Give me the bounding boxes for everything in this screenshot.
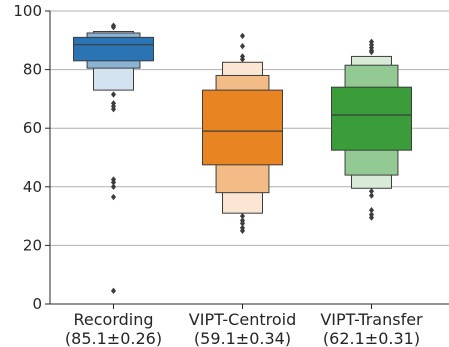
y-tick-label-60: 60 xyxy=(23,119,42,137)
outlier-point-recording-2 xyxy=(110,91,117,98)
outlier-point-recording-9 xyxy=(110,193,117,201)
y-tick-label-20: 20 xyxy=(23,236,42,254)
outlier-point-vipt-centroid-6 xyxy=(239,220,246,227)
box-level-1-vipt-centroid xyxy=(202,89,283,166)
outlier-point-vipt-centroid-3 xyxy=(239,56,246,63)
boxen-recording xyxy=(73,22,154,295)
y-tick-label-40: 40 xyxy=(23,178,42,196)
axis-layer xyxy=(45,10,449,309)
outlier-point-vipt-transfer-6 xyxy=(368,192,375,199)
boxen-vipt-transfer xyxy=(331,38,412,221)
outlier-point-vipt-centroid-0 xyxy=(239,32,246,40)
outlier-point-recording-5 xyxy=(110,105,117,113)
outlier-point-vipt-transfer-9 xyxy=(368,214,375,221)
x-tick-label-vipt-centroid: VIPT-Centroid xyxy=(189,310,296,329)
outlier-point-vipt-transfer-4 xyxy=(368,48,375,56)
x-score-label-vipt-transfer: (62.1±0.31) xyxy=(323,329,420,347)
outlier-point-vipt-centroid-8 xyxy=(239,227,246,234)
outlier-point-vipt-transfer-5 xyxy=(368,187,375,195)
x-tick-label-vipt-transfer: VIPT-Transfer xyxy=(320,310,423,329)
box-level-1-vipt-transfer xyxy=(331,86,412,151)
outlier-point-recording-10 xyxy=(110,287,117,295)
outlier-point-vipt-transfer-7 xyxy=(368,207,375,214)
outlier-point-vipt-centroid-4 xyxy=(239,212,246,220)
x-score-label-vipt-centroid: (59.1±0.34) xyxy=(194,329,291,347)
outlier-point-recording-1 xyxy=(110,23,117,31)
boxen-vipt-centroid xyxy=(202,32,283,234)
y-tick-label-0: 0 xyxy=(32,295,42,313)
y-tick-label-100: 100 xyxy=(13,2,42,20)
label-layer: 0 20 40 60 80 100 Recording(85.1±0.26) VIPT-Cen… xyxy=(13,2,423,347)
y-tick-label-80: 80 xyxy=(23,61,42,79)
x-tick-label-recording: Recording xyxy=(73,310,153,329)
outlier-point-recording-8 xyxy=(110,183,117,190)
x-score-label-recording: (85.1±0.26) xyxy=(65,329,162,347)
outlier-point-recording-7 xyxy=(110,179,117,186)
box-level-1-recording xyxy=(73,36,154,62)
boxen-layer xyxy=(73,22,412,295)
outlier-point-vipt-centroid-1 xyxy=(239,42,246,50)
